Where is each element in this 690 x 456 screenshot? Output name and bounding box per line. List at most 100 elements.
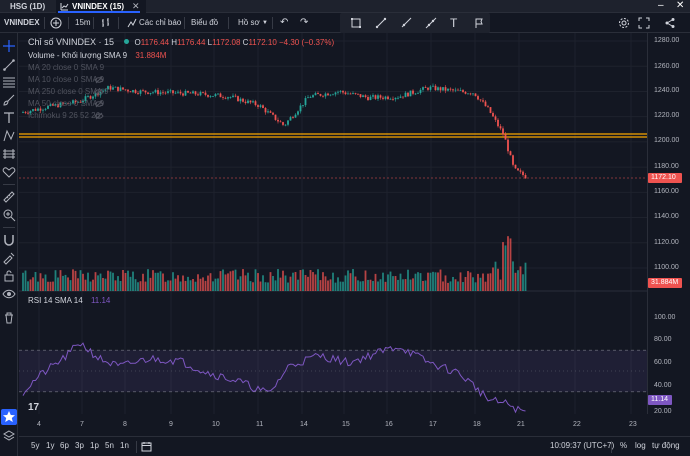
ma250-legend[interactable]: MA 250 close 0 SMA 9 bbox=[28, 87, 109, 96]
stay-in-drawing-icon[interactable] bbox=[2, 251, 16, 265]
close-tab-icon[interactable]: ✕ bbox=[132, 1, 140, 11]
candle-body bbox=[484, 101, 487, 107]
flag-icon[interactable] bbox=[473, 17, 485, 29]
text-icon[interactable] bbox=[2, 111, 16, 125]
indicators-button[interactable]: Các chỉ báo bbox=[139, 18, 182, 27]
interval-button[interactable]: 15m bbox=[75, 18, 91, 27]
volume-bar bbox=[32, 277, 34, 291]
settings-gear-icon[interactable] bbox=[618, 17, 630, 29]
ma50-label: MA 50 close 0 SMA 9 bbox=[28, 99, 105, 108]
candle-body bbox=[59, 102, 62, 108]
volume-legend[interactable]: Volume - Khối lượng SMA 9 31.884M bbox=[28, 51, 166, 60]
volume-bar bbox=[139, 281, 142, 291]
trash-icon[interactable] bbox=[2, 311, 16, 325]
volume-bar bbox=[204, 280, 207, 291]
minimize-icon[interactable]: – bbox=[658, 0, 664, 11]
text-tool-icon[interactable]: T bbox=[450, 16, 458, 30]
trend-line-tool-icon[interactable] bbox=[2, 58, 16, 72]
candle-body bbox=[409, 90, 412, 97]
range-1n[interactable]: 1n bbox=[120, 441, 129, 450]
separator bbox=[118, 17, 119, 29]
zoom-in-icon[interactable] bbox=[2, 208, 16, 222]
rectangle-select-icon[interactable] bbox=[350, 17, 362, 29]
log-toggle[interactable]: log bbox=[635, 441, 646, 450]
volume-bar bbox=[309, 270, 312, 291]
lock-icon[interactable] bbox=[2, 269, 16, 283]
symbol-search[interactable]: VNINDEX bbox=[4, 18, 40, 27]
ma20-legend[interactable]: MA 20 close 0 SMA 9 bbox=[28, 63, 104, 72]
volume-bar bbox=[467, 271, 469, 291]
candle-body bbox=[117, 86, 119, 91]
tab-vnindex[interactable]: VNINDEX (15) ✕ bbox=[56, 0, 146, 13]
candle-body bbox=[124, 89, 127, 91]
candle-body bbox=[227, 97, 229, 99]
volume-bar bbox=[449, 281, 452, 291]
range-1y[interactable]: 1y bbox=[46, 441, 55, 450]
range-6p[interactable]: 6p bbox=[60, 441, 69, 450]
undo-icon[interactable]: ↶ bbox=[280, 17, 289, 28]
candle-body bbox=[189, 92, 192, 94]
share-icon[interactable] bbox=[664, 17, 676, 29]
eye-icon[interactable] bbox=[2, 287, 16, 301]
ruler-icon[interactable] bbox=[2, 190, 16, 204]
star-favorites-icon[interactable] bbox=[1, 409, 17, 425]
volume-bar bbox=[399, 273, 402, 291]
redo-icon[interactable]: ↷ bbox=[300, 17, 309, 28]
go-to-date-icon[interactable] bbox=[141, 441, 152, 452]
hidden-eye-icon[interactable] bbox=[94, 76, 104, 84]
fib-retracement-icon[interactable] bbox=[2, 75, 16, 89]
volume-bar bbox=[57, 277, 59, 291]
trend-line-icon[interactable] bbox=[375, 17, 387, 29]
price-axis[interactable]: 1280.00 1260.00 1240.00 1220.00 1200.00 … bbox=[647, 33, 690, 415]
clock-timezone[interactable]: 10:09:37 (UTC+7) bbox=[550, 441, 615, 450]
volume-bar bbox=[452, 276, 454, 291]
magnet-icon[interactable] bbox=[2, 233, 16, 247]
price-volume-rsi-plot[interactable] bbox=[19, 33, 647, 414]
volume-bar bbox=[134, 279, 137, 291]
candle-body bbox=[364, 95, 367, 98]
range-3p[interactable]: 3p bbox=[75, 441, 84, 450]
price-tick: 1280.00 bbox=[654, 37, 680, 44]
chart-pane[interactable] bbox=[19, 33, 647, 414]
volume-bar bbox=[159, 271, 162, 291]
volume-bar bbox=[192, 279, 194, 291]
heart-icon[interactable] bbox=[2, 165, 16, 179]
extended-line-icon[interactable] bbox=[425, 17, 437, 29]
time-axis[interactable]: 4 7 8 9 10 11 14 15 16 17 18 21 22 23 bbox=[19, 418, 647, 432]
volume-bar bbox=[377, 281, 379, 291]
tab-hsg[interactable]: HSG (1D) bbox=[0, 0, 56, 13]
candle-body bbox=[44, 108, 47, 110]
prediction-icon[interactable] bbox=[2, 147, 16, 161]
volume-bar bbox=[322, 272, 324, 291]
hidden-eye-icon[interactable] bbox=[94, 88, 104, 96]
range-1p[interactable]: 1p bbox=[90, 441, 99, 450]
chart-type-button[interactable]: Biểu đồ bbox=[191, 18, 219, 27]
add-symbol-icon[interactable] bbox=[50, 17, 62, 29]
brush-icon[interactable] bbox=[2, 93, 16, 107]
volume-bar bbox=[212, 281, 214, 291]
volume-bar bbox=[344, 275, 347, 291]
rsi-legend[interactable]: RSI 14 SMA 14 11.14 bbox=[28, 296, 110, 305]
close-window-icon[interactable]: ✕ bbox=[676, 0, 685, 11]
profile-button[interactable]: Hồ sơ bbox=[238, 18, 260, 27]
crosshair-icon[interactable] bbox=[2, 39, 16, 53]
range-5n[interactable]: 5n bbox=[105, 441, 114, 450]
pattern-icon[interactable] bbox=[2, 129, 16, 143]
range-5y[interactable]: 5y bbox=[31, 441, 40, 450]
separator bbox=[136, 441, 137, 453]
layers-icon[interactable] bbox=[2, 429, 16, 443]
bar-style-icon[interactable] bbox=[100, 17, 112, 29]
ma50-legend[interactable]: MA 50 close 0 SMA 9 bbox=[28, 99, 104, 108]
price-tick: 1140.00 bbox=[654, 213, 679, 220]
auto-scale-toggle[interactable]: tự động bbox=[652, 441, 680, 450]
hidden-eye-icon[interactable] bbox=[94, 100, 104, 108]
hidden-eye-icon[interactable] bbox=[94, 112, 104, 120]
candle-body bbox=[284, 124, 287, 126]
ichimoku-legend[interactable]: Ichimoku 9 26 52 26 bbox=[28, 111, 100, 120]
ray-icon[interactable] bbox=[400, 17, 412, 29]
fullscreen-icon[interactable] bbox=[638, 17, 650, 29]
percent-toggle[interactable]: % bbox=[620, 441, 628, 450]
candle-body bbox=[509, 151, 512, 156]
ma10-legend[interactable]: MA 10 close 0 SMA 9 bbox=[28, 75, 104, 84]
chart-icon bbox=[60, 2, 69, 11]
